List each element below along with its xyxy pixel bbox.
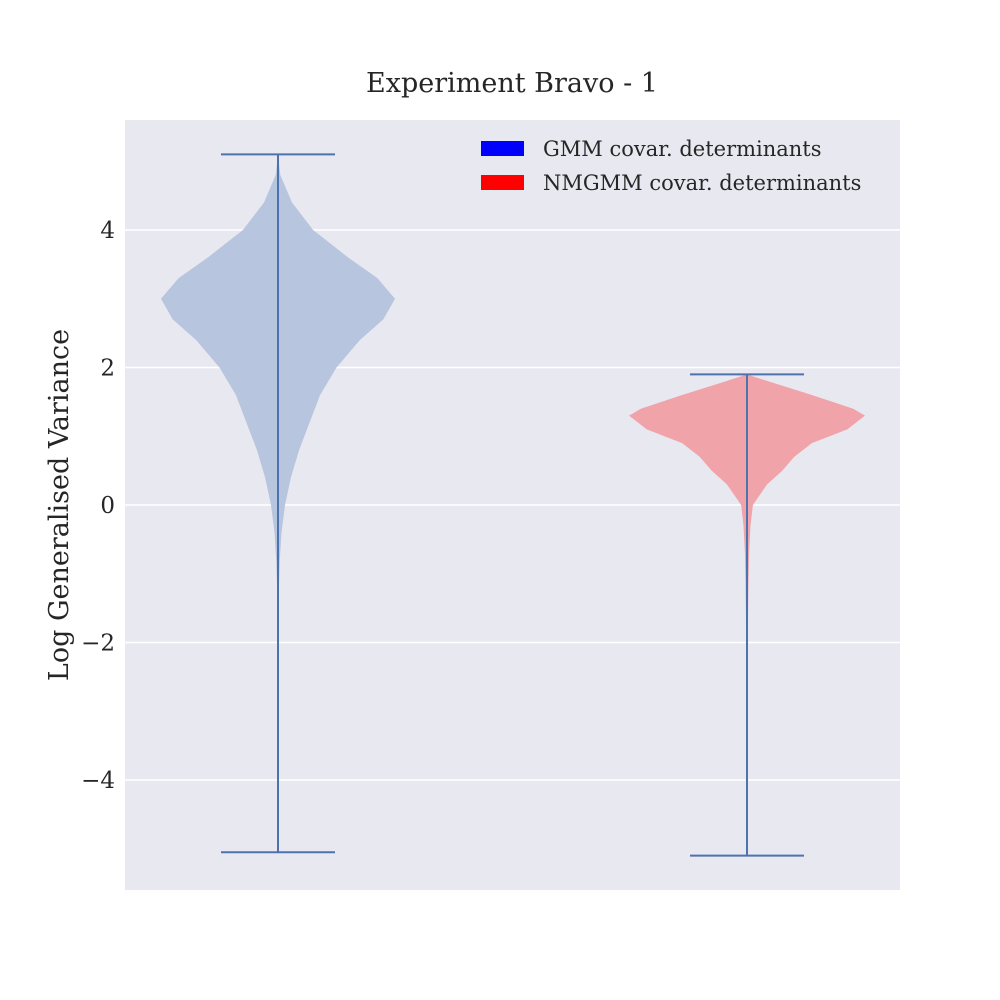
y-tick-label: −2 [81,631,115,657]
y-tick-label: 2 [100,356,115,382]
y-tick-label: −4 [81,768,115,794]
chart-title: Experiment Bravo - 1 [366,68,658,99]
y-axis-ticks: −4 −2 0 2 4 [81,218,115,794]
legend-swatch [481,175,524,190]
legend-swatch [481,141,524,156]
y-tick-label: 4 [100,218,115,244]
y-axis-label: Log Generalised Variance [44,329,75,681]
legend: GMM covar. determinants NMGMM covar. dete… [481,137,861,195]
y-tick-label: 0 [100,493,115,519]
legend-label: NMGMM covar. determinants [543,171,861,195]
legend-label: GMM covar. determinants [543,137,822,161]
violins [161,153,865,857]
